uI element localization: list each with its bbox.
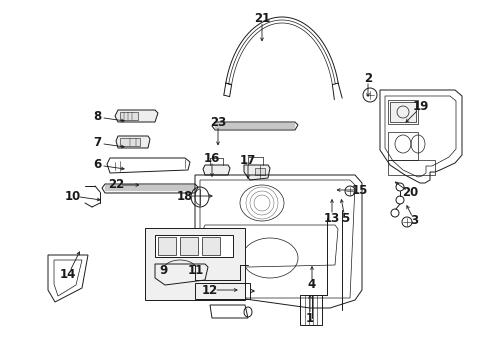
Text: 11: 11 bbox=[187, 264, 203, 276]
Text: 1: 1 bbox=[305, 311, 313, 324]
Polygon shape bbox=[244, 165, 269, 180]
Text: 16: 16 bbox=[203, 152, 220, 165]
Text: 8: 8 bbox=[93, 111, 101, 123]
Text: 17: 17 bbox=[240, 153, 256, 166]
Bar bbox=[202, 237, 220, 255]
Bar bbox=[155, 235, 232, 257]
Text: 19: 19 bbox=[412, 100, 428, 113]
Text: 2: 2 bbox=[363, 72, 371, 85]
Bar bbox=[120, 138, 140, 146]
Text: 13: 13 bbox=[323, 211, 340, 225]
Bar bbox=[145, 228, 244, 300]
Bar bbox=[299, 295, 321, 325]
Text: 4: 4 bbox=[307, 279, 315, 292]
Polygon shape bbox=[116, 136, 150, 148]
Bar bbox=[180, 237, 198, 255]
Polygon shape bbox=[203, 165, 229, 175]
Bar bbox=[158, 237, 176, 255]
Text: 12: 12 bbox=[202, 284, 218, 297]
Bar bbox=[195, 283, 249, 299]
Text: 20: 20 bbox=[401, 186, 417, 199]
Text: 10: 10 bbox=[65, 189, 81, 202]
Text: 18: 18 bbox=[177, 189, 193, 202]
Bar bbox=[387, 132, 417, 160]
Text: 22: 22 bbox=[108, 179, 124, 192]
Text: 5: 5 bbox=[340, 211, 348, 225]
Text: 3: 3 bbox=[409, 213, 417, 226]
Text: 21: 21 bbox=[253, 12, 269, 24]
Polygon shape bbox=[102, 184, 198, 193]
Text: 15: 15 bbox=[351, 184, 367, 197]
Bar bbox=[387, 100, 417, 124]
Polygon shape bbox=[115, 110, 158, 122]
Polygon shape bbox=[212, 122, 297, 130]
Polygon shape bbox=[254, 168, 264, 175]
Text: 7: 7 bbox=[93, 136, 101, 149]
Text: 14: 14 bbox=[60, 269, 76, 282]
Text: 23: 23 bbox=[209, 116, 225, 129]
Bar bbox=[389, 102, 415, 122]
Bar bbox=[120, 112, 138, 120]
Text: 9: 9 bbox=[159, 264, 167, 276]
Text: 6: 6 bbox=[93, 158, 101, 171]
